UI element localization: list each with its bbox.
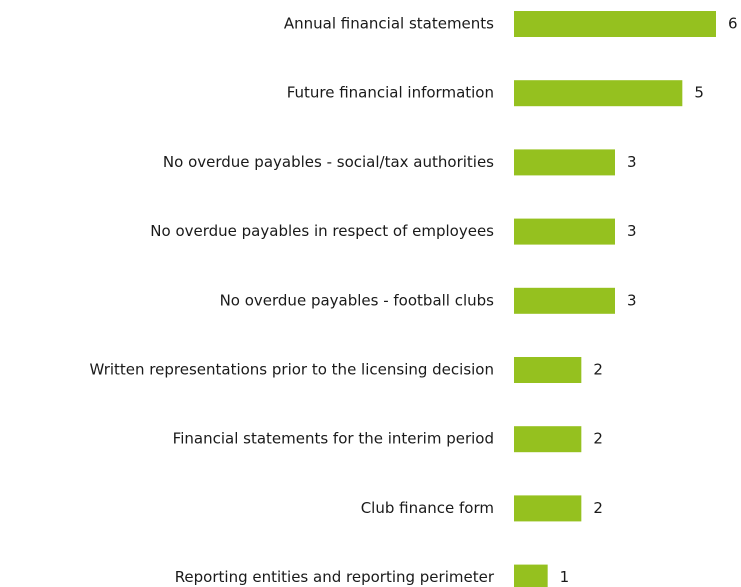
bar — [514, 11, 716, 37]
value-label: 3 — [627, 153, 637, 171]
value-label: 6 — [728, 15, 738, 33]
value-label: 2 — [593, 499, 603, 517]
value-label: 3 — [627, 222, 637, 240]
value-label: 2 — [593, 430, 603, 448]
bar — [514, 357, 582, 383]
bar — [514, 564, 548, 587]
category-label: Financial statements for the interim per… — [173, 430, 494, 448]
category-label: Written representations prior to the lic… — [90, 361, 494, 379]
bar — [514, 426, 582, 453]
bar — [514, 80, 683, 107]
category-label: No overdue payables in respect of employ… — [150, 222, 494, 240]
bar — [514, 218, 615, 245]
value-label: 5 — [694, 84, 704, 102]
category-label: Reporting entities and reporting perimet… — [175, 568, 495, 586]
bar — [514, 287, 615, 314]
category-label: No overdue payables - social/tax authori… — [163, 153, 494, 171]
value-label: 1 — [560, 568, 570, 586]
bar — [514, 149, 615, 176]
category-label: Future financial information — [287, 84, 494, 102]
category-label: Club finance form — [361, 499, 494, 517]
value-label: 3 — [627, 291, 637, 309]
category-label: Annual financial statements — [284, 15, 494, 33]
value-label: 2 — [593, 361, 603, 379]
bar — [514, 495, 582, 522]
category-label: No overdue payables - football clubs — [220, 291, 495, 309]
